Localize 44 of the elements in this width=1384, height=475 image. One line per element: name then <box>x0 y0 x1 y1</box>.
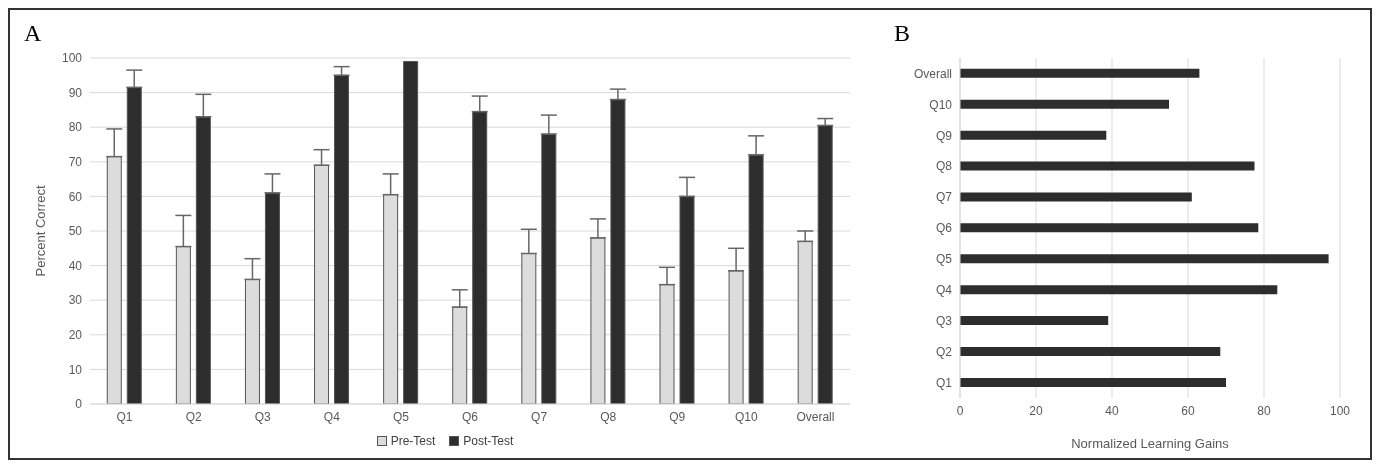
y-tick-label: Q5 <box>935 252 953 267</box>
x-tick-label: Q4 <box>323 409 341 424</box>
x-tick-label: Q3 <box>254 409 272 424</box>
y-tick-label: Q10 <box>929 97 953 112</box>
x-tick-label: 80 <box>1257 403 1271 418</box>
y-tick-label: Q2 <box>935 344 953 359</box>
y-tick-label: Q7 <box>935 190 953 205</box>
y-tick-label: 100 <box>61 51 83 66</box>
x-tick-label: Q9 <box>669 409 686 424</box>
y-tick-label: 10 <box>68 362 83 377</box>
x-tick-label: 40 <box>1105 403 1119 418</box>
y-tick-label: 20 <box>68 328 83 343</box>
chart-title: B <box>894 20 911 47</box>
y-tick-label: 70 <box>68 155 83 170</box>
y-tick-label: 60 <box>68 189 83 204</box>
y-tick-label: Q8 <box>935 159 953 174</box>
x-tick-label: Q6 <box>461 409 479 424</box>
y-tick-label: 40 <box>68 258 83 273</box>
x-tick-label: 60 <box>1181 403 1195 418</box>
x-tick-label: Q2 <box>185 409 202 424</box>
x-tick-label: 0 <box>956 403 964 418</box>
y-axis-title: Percent Correct <box>32 185 48 277</box>
x-tick-label: Q7 <box>531 409 548 424</box>
y-tick-label: Q1 <box>935 375 953 390</box>
y-tick-label: Q4 <box>935 283 953 298</box>
legend-label: Post-Test <box>463 434 514 448</box>
y-tick-label: Overall <box>913 66 952 81</box>
y-tick-label: 80 <box>68 120 83 135</box>
y-tick-label: 50 <box>68 224 83 239</box>
x-tick-label: 20 <box>1029 403 1043 418</box>
chart-title: A <box>24 20 42 47</box>
x-tick-label: Q10 <box>735 409 759 424</box>
y-tick-label: 90 <box>68 85 83 100</box>
x-tick-label: Q8 <box>600 409 617 424</box>
y-tick-label: Q3 <box>935 313 953 328</box>
x-tick-label: Q5 <box>392 409 410 424</box>
x-tick-label: Q1 <box>116 409 133 424</box>
x-tick-label: 100 <box>1329 403 1351 418</box>
y-tick-label: 30 <box>68 293 83 308</box>
x-axis-title: Normalized Learning Gains <box>1071 436 1230 451</box>
y-tick-label: Q9 <box>935 128 953 143</box>
legend-label: Pre-Test <box>390 434 436 448</box>
y-tick-label: Q6 <box>935 221 953 236</box>
x-tick-label: Overall <box>796 409 835 424</box>
